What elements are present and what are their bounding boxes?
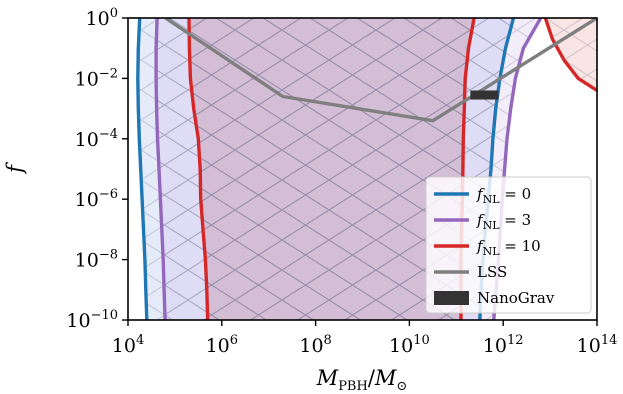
hatch-region-2-upper xyxy=(545,18,597,91)
legend-box xyxy=(425,176,592,314)
legend-label-2: fNL = 10 xyxy=(476,237,541,258)
y-tick-label-0: 100 xyxy=(86,6,118,30)
legend: fNL = 0 fNL = 3 fNL = 10 LSS NanoGrav xyxy=(425,176,592,314)
x-tick-label-0: 104 xyxy=(112,333,144,357)
series-line-0-0 xyxy=(136,18,149,320)
y-tick-label-4: 10−8 xyxy=(75,248,118,272)
x-axis-label: MPBH/M⊙ xyxy=(316,366,408,394)
legend-label-0: fNL = 0 xyxy=(476,185,531,206)
x-tick-label-2: 108 xyxy=(299,333,331,357)
series-line-2-0 xyxy=(187,18,210,320)
legend-label-4: NanoGrav xyxy=(477,289,555,307)
nanograv-region xyxy=(470,90,499,100)
legend-label-3: LSS xyxy=(477,263,507,281)
series-line-1-0 xyxy=(154,18,167,320)
series-line-2-2 xyxy=(543,18,597,92)
legend-label-1: fNL = 3 xyxy=(476,211,531,232)
y-ticks: 100 10−2 10−4 10−6 10−8 10−10 xyxy=(66,6,128,332)
x-tick-label-3: 1010 xyxy=(389,333,430,357)
x-tick-label-1: 106 xyxy=(206,333,238,357)
legend-swatch-4 xyxy=(434,291,469,305)
y-axis-label: f xyxy=(3,162,27,175)
hatch-overlay xyxy=(137,18,597,320)
y-tick-label-2: 10−4 xyxy=(75,127,118,151)
x-tick-label-5: 1014 xyxy=(577,333,618,357)
y-tick-label-1: 10−2 xyxy=(75,66,118,90)
plot-frame xyxy=(127,17,598,321)
x-ticks: 104 106 108 1010 1012 1014 xyxy=(112,320,618,357)
y-tick-label-3: 10−6 xyxy=(75,187,118,211)
y-tick-label-5: 10−10 xyxy=(66,308,118,332)
x-tick-label-4: 1012 xyxy=(483,333,524,357)
series-line-3-0 xyxy=(164,18,597,123)
hatch-region-2 xyxy=(189,18,475,320)
